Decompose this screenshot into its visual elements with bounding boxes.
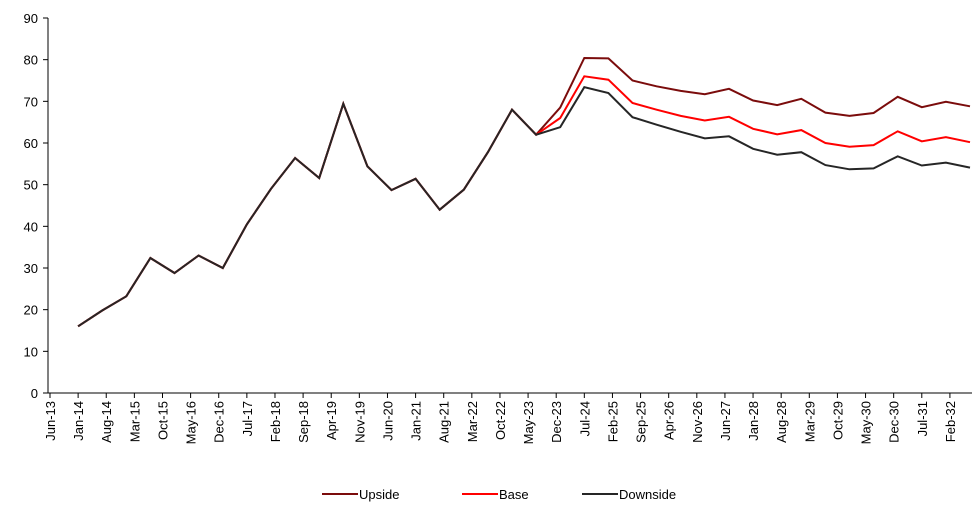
y-tick-label: 90	[24, 11, 38, 26]
x-tick-label: Nov-26	[690, 401, 705, 443]
x-tick-label: Mar-22	[465, 401, 480, 442]
series-line	[77, 86, 971, 328]
x-tick-label: Jun-27	[718, 401, 733, 441]
x-tick-label: Dec-23	[549, 401, 564, 443]
x-tick-label: Feb-32	[943, 401, 958, 442]
legend-label: Base	[499, 487, 529, 502]
y-tick-label: 40	[24, 219, 38, 234]
x-tick-label: Jun-20	[380, 401, 395, 441]
x-tick-label: Jul-31	[915, 401, 930, 436]
y-tick-label: 60	[24, 136, 38, 151]
x-tick-label: Aug-14	[99, 401, 114, 443]
x-tick-label: Dec-16	[212, 401, 227, 443]
x-tick-label: Apr-26	[662, 401, 677, 440]
legend-label: Upside	[359, 487, 399, 502]
legend-label: Downside	[619, 487, 676, 502]
x-tick-label: Oct-29	[830, 401, 845, 440]
y-tick-label: 50	[24, 178, 38, 193]
x-tick-label: May-23	[521, 401, 536, 444]
x-tick-label: Apr-19	[324, 401, 339, 440]
x-tick-label: May-16	[184, 401, 199, 444]
x-tick-label: Aug-28	[774, 401, 789, 443]
x-tick-label: Jul-17	[240, 401, 255, 436]
x-tick-label: Jan-14	[71, 401, 86, 441]
x-tick-label: Mar-15	[127, 401, 142, 442]
x-tick-label: Jan-28	[746, 401, 761, 441]
x-tick-label: Jun-13	[43, 401, 58, 441]
y-tick-label: 10	[24, 344, 38, 359]
y-tick-label: 30	[24, 261, 38, 276]
x-tick-label: Jul-24	[577, 401, 592, 436]
x-tick-label: May-30	[859, 401, 874, 444]
x-tick-label: Nov-19	[352, 401, 367, 443]
series-line	[77, 56, 971, 328]
y-tick-label: 70	[24, 94, 38, 109]
x-tick-label: Feb-25	[605, 401, 620, 442]
x-tick-label: Aug-21	[437, 401, 452, 443]
x-tick-label: Oct-15	[155, 401, 170, 440]
y-tick-label: 0	[31, 386, 38, 401]
x-tick-label: Feb-18	[268, 401, 283, 442]
x-tick-label: Oct-22	[493, 401, 508, 440]
x-tick-label: Sep-18	[296, 401, 311, 443]
x-tick-label: Jan-21	[409, 401, 424, 441]
y-tick-label: 80	[24, 53, 38, 68]
y-tick-label: 20	[24, 303, 38, 318]
x-tick-label: Mar-29	[802, 401, 817, 442]
x-tick-label: Sep-25	[634, 401, 649, 443]
x-tick-label: Dec-30	[887, 401, 902, 443]
